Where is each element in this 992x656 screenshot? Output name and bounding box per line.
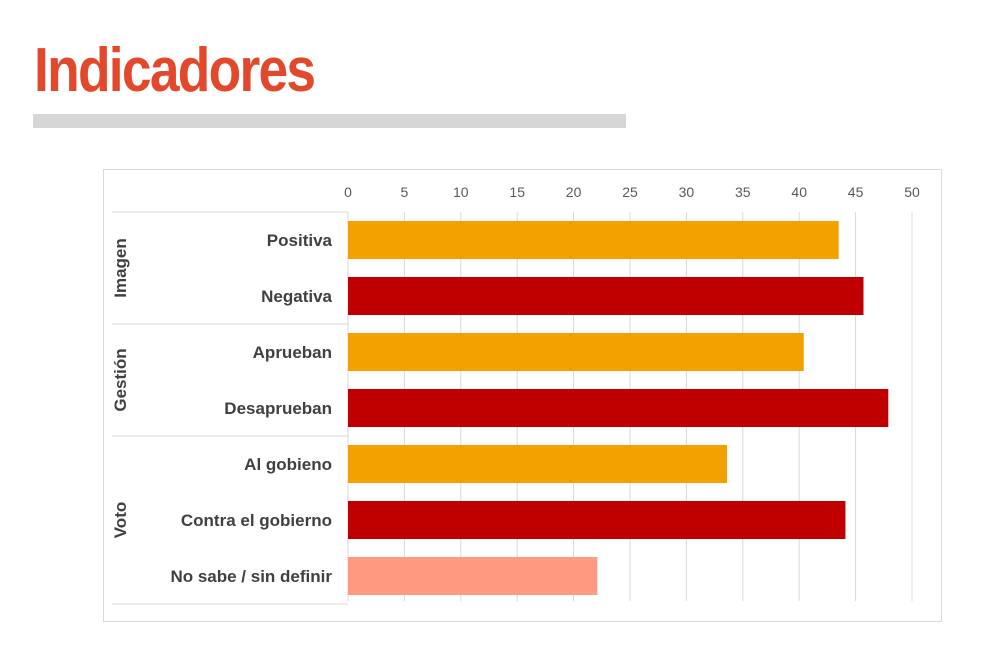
x-tick-label: 25 [622,184,638,200]
category-label: Contra el gobierno [181,511,332,530]
x-tick-label: 10 [453,184,469,200]
x-tick-label: 15 [509,184,525,200]
bar-aprueban [348,333,804,371]
category-label: Positiva [267,231,333,250]
bar-chart: 0 5 10 15 20 25 30 35 40 45 50 Positiva Negativa Imag… [111,184,920,605]
category-label: Desaprueban [224,399,332,418]
bar-positiva [348,221,839,259]
page-title: Indicadores [34,36,316,105]
group-label: Gestión [111,348,130,411]
chart-container: 0 5 10 15 20 25 30 35 40 45 50 Positiva Negativa Imag… [103,169,942,622]
bar-contra-el-gobierno [348,501,846,539]
x-tick-label: 0 [344,184,352,200]
x-tick-label: 45 [848,184,864,200]
category-label: Al gobieno [244,455,332,474]
bar-desaprueban [348,389,889,427]
category-label: Aprueban [253,343,332,362]
bar-negativa [348,277,864,315]
x-tick-label: 20 [566,184,582,200]
group-label: Imagen [111,238,130,298]
x-tick-label: 40 [791,184,807,200]
x-tick-label: 50 [904,184,920,200]
bar-al-gobieno [348,445,728,483]
category-label: No sabe / sin definir [170,567,332,586]
x-tick-label: 35 [735,184,751,200]
group-label: Voto [111,502,130,539]
category-label: Negativa [261,287,332,306]
title-underline [33,114,626,128]
x-tick-label: 30 [679,184,695,200]
bar-no-sabe-sin-definir [348,557,598,595]
x-tick-label: 5 [401,184,409,200]
